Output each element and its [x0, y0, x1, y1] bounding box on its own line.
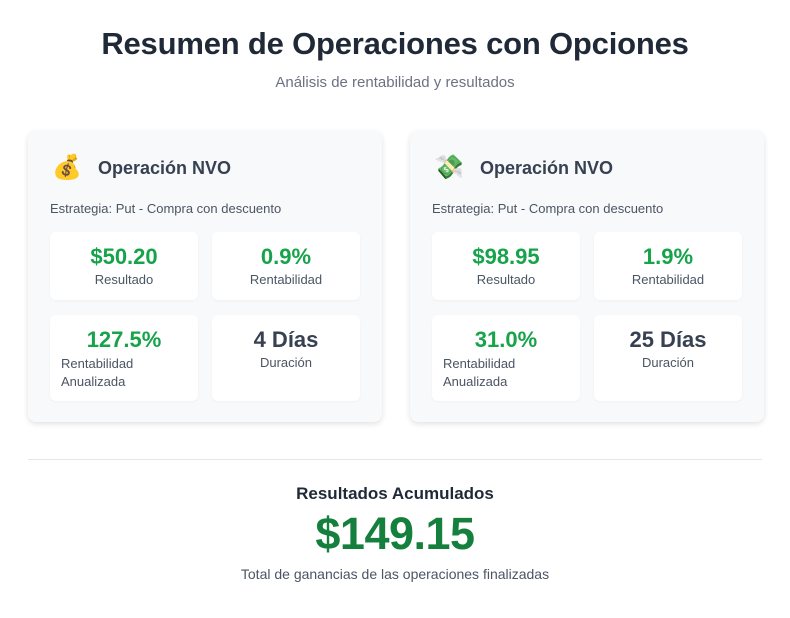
- annualized-label: Rentabilidad Anualizada: [443, 356, 516, 389]
- duration-value: 25 Días: [629, 327, 707, 352]
- return-value: 1.9%: [642, 244, 694, 269]
- metric-duration: 25 Días Duración: [594, 315, 742, 401]
- metric-annualized: 31.0% Rentabilidad Anualizada: [432, 315, 580, 401]
- operation-card: 💰 Operación NVO Estrategia: Put - Compra…: [28, 131, 382, 422]
- strategy-text: Estrategia: Put - Compra con descuento: [50, 201, 282, 216]
- annualized-label: Rentabilidad Anualizada: [61, 356, 134, 389]
- section-divider: [28, 459, 762, 460]
- duration-value: 4 Días: [253, 327, 319, 352]
- return-label: Rentabilidad: [249, 272, 323, 287]
- duration-label: Duración: [259, 355, 313, 370]
- result-value: $98.95: [472, 244, 540, 269]
- return-value: 0.9%: [260, 244, 312, 269]
- card-title: Operación NVO: [98, 157, 232, 178]
- result-label: Resultado: [476, 272, 536, 287]
- operation-card: 💸 Operación NVO Estrategia: Put - Compra…: [410, 131, 764, 422]
- money-bag-icon: 💰: [52, 154, 82, 181]
- card-title: Operación NVO: [480, 157, 614, 178]
- page-title: Resumen de Operaciones con Opciones: [101, 26, 689, 61]
- page-subtitle: Análisis de rentabilidad y resultados: [275, 74, 515, 91]
- money-with-wings-icon: 💸: [434, 154, 464, 181]
- result-value: $50.20: [90, 244, 158, 269]
- card-header: 💰 Operación NVO: [52, 153, 231, 183]
- metric-result: $98.95 Resultado: [432, 232, 580, 300]
- return-label: Rentabilidad: [631, 272, 705, 287]
- metric-duration: 4 Días Duración: [212, 315, 360, 401]
- accumulated-title: Resultados Acumulados: [296, 484, 494, 503]
- strategy-text: Estrategia: Put - Compra con descuento: [432, 201, 664, 216]
- metric-annualized: 127.5% Rentabilidad Anualizada: [50, 315, 198, 401]
- annualized-value: 127.5%: [86, 327, 162, 352]
- metric-return: 1.9% Rentabilidad: [594, 232, 742, 300]
- card-header: 💸 Operación NVO: [434, 153, 613, 183]
- accumulated-note: Total de ganancias de las operaciones fi…: [240, 566, 550, 582]
- accumulated-value: $149.15: [315, 508, 475, 559]
- duration-label: Duración: [641, 355, 695, 370]
- annualized-value: 31.0%: [474, 327, 538, 352]
- result-label: Resultado: [94, 272, 154, 287]
- metric-return: 0.9% Rentabilidad: [212, 232, 360, 300]
- metric-result: $50.20 Resultado: [50, 232, 198, 300]
